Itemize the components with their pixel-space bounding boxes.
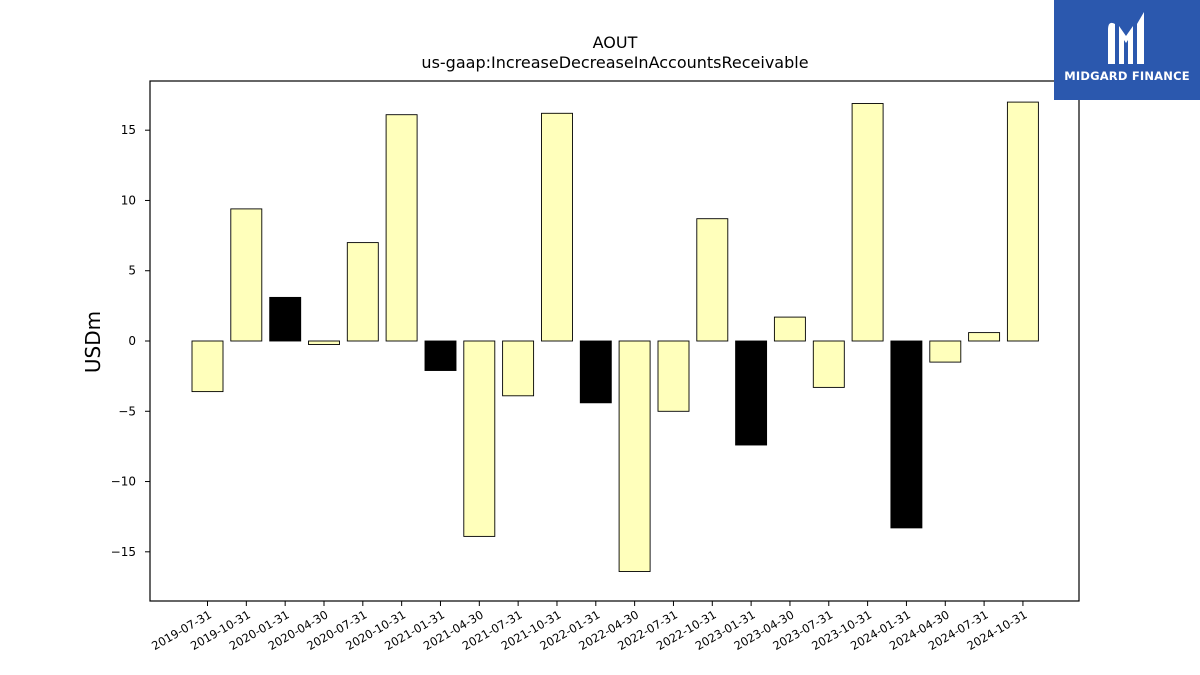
y-tick-label: 0 (128, 334, 136, 348)
bar-2023-04-30 (773, 316, 806, 342)
y-axis-label: USDm (81, 311, 105, 373)
bar-2022-01-31 (579, 340, 612, 404)
bar-2024-01-31 (890, 340, 923, 529)
y-tick-label: −10 (111, 475, 136, 489)
chart-subtitle: us-gaap:IncreaseDecreaseInAccountsReceiv… (421, 53, 808, 72)
y-tick-label: 10 (121, 193, 136, 207)
bar-2020-04-30 (308, 340, 340, 345)
bar-2020-10-31 (385, 114, 418, 342)
bar-2022-04-30 (618, 340, 651, 572)
bar-2020-07-31 (346, 242, 379, 342)
bar-2021-07-31 (502, 340, 535, 397)
bar-2023-07-31 (812, 340, 845, 388)
y-tick-label: 15 (121, 123, 136, 137)
brand-name: MIDGARD FINANCE (1064, 69, 1190, 83)
bar-2021-10-31 (541, 112, 573, 342)
y-tick-label: −5 (118, 404, 136, 418)
bar-2019-07-31 (191, 340, 224, 393)
bar-2020-01-31 (269, 296, 302, 342)
bar-2024-10-31 (1006, 101, 1039, 342)
bar-2021-04-30 (463, 340, 496, 537)
bar-2023-10-31 (851, 103, 884, 342)
bar-2024-07-31 (968, 332, 1001, 342)
bar-2023-01-31 (735, 340, 768, 446)
bar-2022-07-31 (657, 340, 690, 412)
bar-2021-01-31 (424, 340, 457, 371)
bar-2024-04-30 (929, 340, 962, 363)
bar-2019-10-31 (230, 208, 263, 342)
bars-group (191, 101, 1039, 572)
y-tick-label: −15 (111, 545, 136, 559)
brand-logo: MIDGARD FINANCE (1054, 0, 1200, 100)
y-ticks-group: −15 −10 −5 0 5 10 15 (111, 123, 150, 559)
midgard-logo-icon (1108, 12, 1144, 64)
bar-2022-10-31 (696, 218, 729, 342)
chart-title: AOUT (593, 33, 638, 52)
x-ticks-group: 2019-07-312019-10-312020-01-312020-04-30… (149, 601, 1029, 653)
plot-frame (149, 80, 1080, 602)
y-tick-label: 5 (128, 264, 136, 278)
